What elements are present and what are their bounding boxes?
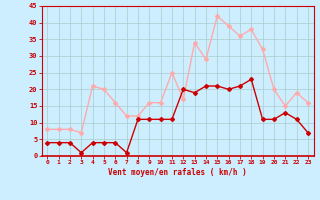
X-axis label: Vent moyen/en rafales ( km/h ): Vent moyen/en rafales ( km/h ) (108, 168, 247, 177)
